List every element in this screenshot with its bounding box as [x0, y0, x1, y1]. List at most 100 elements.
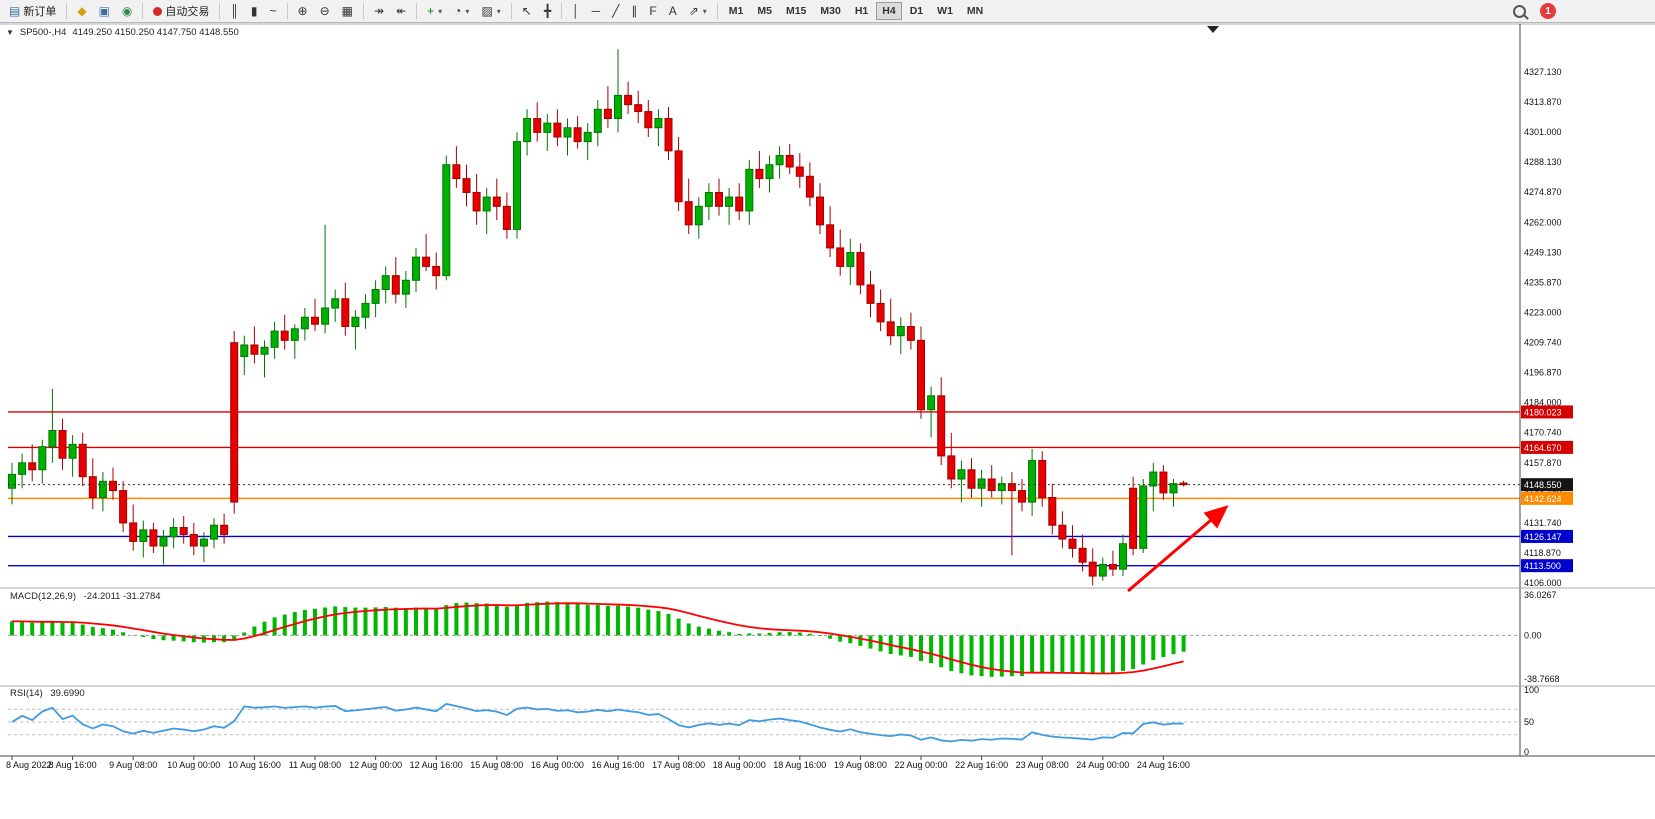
data-window-button[interactable]: ◉: [117, 2, 137, 21]
svg-text:36.0267: 36.0267: [1524, 590, 1557, 600]
timeframe-button-h1[interactable]: H1: [849, 2, 874, 20]
svg-text:4142.624: 4142.624: [1524, 494, 1562, 504]
macd-label: MACD(12,26,9) -24.2011 -31.2784: [10, 591, 161, 602]
svg-text:10 Aug 00:00: 10 Aug 00:00: [167, 760, 220, 770]
svg-text:0.00: 0.00: [1524, 630, 1542, 640]
chart-frame: [0, 23, 1655, 757]
horizontal-line-icon: ─: [591, 4, 601, 18]
channel-button[interactable]: ∥: [626, 2, 642, 21]
svg-text:-38.7668: -38.7668: [1524, 674, 1560, 684]
toolbar-separator: [66, 3, 68, 19]
search-icon[interactable]: [1513, 4, 1526, 18]
fibonacci-button[interactable]: F: [644, 2, 661, 21]
tile-windows-icon: ▦: [341, 4, 354, 18]
candles-layer: [8, 49, 1188, 586]
price-level-lines: [8, 411, 1520, 567]
notification-badge[interactable]: 1: [1540, 3, 1556, 19]
market-watch-button[interactable]: ▣: [94, 2, 115, 21]
svg-text:12 Aug 00:00: 12 Aug 00:00: [349, 760, 402, 770]
tile-windows-button[interactable]: ▦: [337, 2, 358, 21]
toolbar-separator: [510, 3, 512, 19]
svg-text:4126.147: 4126.147: [1524, 532, 1562, 542]
zoom-out-button[interactable]: ⊖: [315, 2, 335, 21]
market-watch-icon: ▣: [98, 4, 110, 18]
timeframe-button-m5[interactable]: M5: [751, 2, 778, 20]
add-indicator-button[interactable]: + ▾: [422, 2, 447, 21]
macd-histogram: [10, 601, 1186, 677]
svg-text:18 Aug 16:00: 18 Aug 16:00: [773, 760, 826, 770]
template-icon: ▨: [481, 4, 493, 18]
svg-text:12 Aug 16:00: 12 Aug 16:00: [410, 760, 463, 770]
horizontal-line-button[interactable]: ─: [587, 2, 606, 21]
svg-text:10 Aug 16:00: 10 Aug 16:00: [228, 760, 281, 770]
new-order-button[interactable]: ▤ 新订单: [4, 2, 61, 21]
svg-text:9 Aug 08:00: 9 Aug 08:00: [109, 760, 157, 770]
cursor-button[interactable]: ↖: [517, 2, 537, 21]
svg-text:16 Aug 00:00: 16 Aug 00:00: [531, 760, 584, 770]
timeframe-button-d1[interactable]: D1: [904, 2, 929, 20]
new-order-icon: ▤: [9, 4, 21, 18]
price-marker-labels: 4180.023 4164.670 4148.550 4142.624 4126.147…: [1521, 405, 1573, 573]
timeframe-group: M1 M5 M15 M30 H1 H4 D1 W1 MN: [723, 2, 989, 20]
price-axis[interactable]: 4327.130 4313.870 4301.000 4288.130 4274.870…: [1524, 67, 1562, 757]
add-indicator-icon: +: [427, 4, 435, 18]
svg-text:4113.500: 4113.500: [1524, 561, 1561, 571]
dropdown-arrow-icon: ▾: [496, 6, 501, 16]
toolbar-separator: [716, 3, 718, 19]
main-toolbar: ▤ 新订单 ◆ ▣ ◉ 自动交易 ║ ▮ ~ ⊕ ⊖ ▦ ↠ ↞ + ▾ ◔ ▾ ▨ ▾ ↖ ╋ │ ─ ╱ ∥ F A ⇗ ▾ …: [0, 0, 1655, 23]
svg-text:4223.000: 4223.000: [1524, 307, 1562, 317]
svg-text:4249.130: 4249.130: [1524, 247, 1562, 257]
autotrading-icon: [153, 6, 163, 16]
timeframe-button-h4[interactable]: H4: [876, 2, 902, 20]
timeframe-button-m30[interactable]: M30: [814, 2, 846, 20]
timeframe-button-mn[interactable]: MN: [961, 2, 989, 20]
collapse-ohlc-icon[interactable]: ▼: [6, 28, 14, 37]
zoom-in-button[interactable]: ⊕: [293, 2, 313, 21]
svg-text:19 Aug 08:00: 19 Aug 08:00: [834, 760, 887, 770]
chart-shift-button[interactable]: ↞: [391, 2, 411, 21]
svg-text:4196.870: 4196.870: [1524, 368, 1562, 378]
trendline-icon: ╱: [612, 4, 620, 18]
svg-text:8 Aug 2022: 8 Aug 2022: [6, 760, 52, 770]
timeframe-button-m15[interactable]: M15: [780, 2, 812, 20]
svg-text:4180.023: 4180.023: [1524, 407, 1562, 417]
arrow-objects-icon: ⇗: [688, 4, 699, 18]
svg-text:100: 100: [1524, 685, 1539, 695]
toolbar-right: 1: [1513, 3, 1651, 19]
arrow-objects-button[interactable]: ⇗ ▾: [684, 2, 712, 21]
annotation-arrow[interactable]: [1127, 505, 1229, 593]
svg-text:4209.740: 4209.740: [1524, 338, 1562, 348]
toolbar-group-launch: ◆ ▣ ◉: [72, 2, 146, 21]
candlestick-chart-button[interactable]: ▮: [246, 2, 263, 21]
charts-wizard-button[interactable]: ◆: [72, 2, 91, 21]
svg-text:4148.550: 4148.550: [1524, 480, 1562, 490]
trendline-button[interactable]: ╱: [607, 2, 624, 21]
svg-text:4106.000: 4106.000: [1524, 578, 1562, 588]
timeframe-button-w1[interactable]: W1: [931, 2, 959, 20]
zoom-in-icon: ⊕: [297, 4, 308, 18]
bar-chart-button[interactable]: ║: [225, 2, 244, 21]
svg-text:16 Aug 16:00: 16 Aug 16:00: [591, 760, 644, 770]
svg-text:11 Aug 08:00: 11 Aug 08:00: [289, 760, 341, 770]
line-chart-button[interactable]: ~: [265, 2, 282, 21]
crosshair-button[interactable]: ╋: [539, 2, 556, 21]
vertical-line-button[interactable]: │: [567, 2, 585, 21]
period-button[interactable]: ◔ ▾: [449, 2, 474, 21]
svg-text:4131.740: 4131.740: [1524, 518, 1562, 528]
toolbar-separator: [561, 3, 563, 19]
template-button[interactable]: ▨ ▾: [476, 2, 505, 21]
svg-text:4262.000: 4262.000: [1524, 217, 1562, 227]
macd-values: -24.2011 -31.2784: [83, 591, 161, 602]
crosshair-icon: ╋: [543, 4, 552, 18]
macd-signal-line: [11, 602, 1184, 675]
chart-shift-marker-icon[interactable]: [1207, 26, 1219, 33]
text-button[interactable]: A: [664, 2, 682, 21]
new-order-label: 新订单: [23, 6, 57, 18]
svg-text:4327.130: 4327.130: [1524, 67, 1562, 77]
autotrading-button[interactable]: 自动交易: [148, 2, 214, 21]
auto-scroll-button[interactable]: ↠: [369, 2, 389, 21]
timeframe-button-m1[interactable]: M1: [723, 2, 750, 20]
